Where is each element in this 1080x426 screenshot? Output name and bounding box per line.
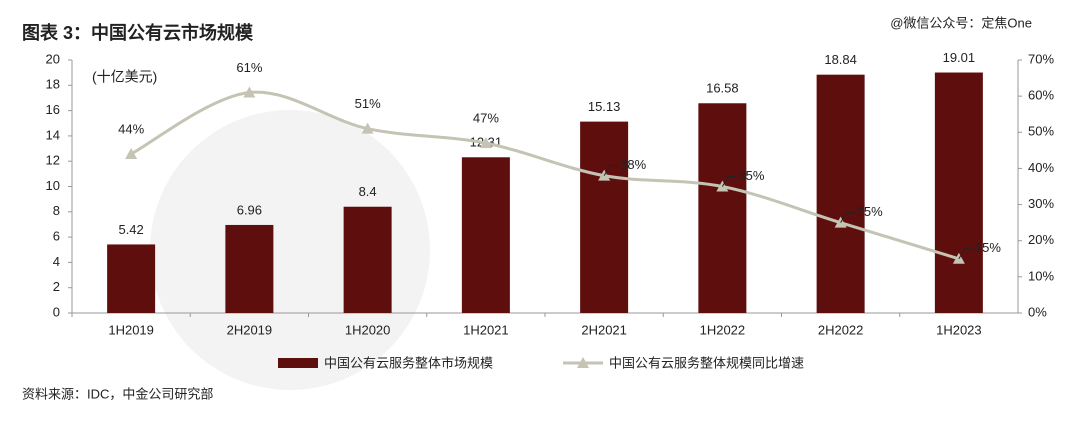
bar [816, 74, 865, 313]
y2-tick-label: 30% [1028, 196, 1054, 211]
bar [934, 72, 983, 313]
line-value-label: 61% [236, 60, 262, 75]
line-value-label: 25% [857, 204, 883, 219]
watermark-logo [150, 110, 430, 390]
bar [580, 121, 629, 313]
bar [343, 206, 392, 313]
x-tick-label: 1H2021 [463, 322, 509, 337]
y2-tick-label: 60% [1028, 88, 1054, 103]
y-tick-label: 4 [53, 254, 60, 269]
y-tick-label: 0 [53, 304, 60, 319]
y-tick-label: 2 [53, 279, 60, 294]
label-leader [840, 212, 855, 223]
y2-tick-label: 50% [1028, 124, 1054, 139]
bar [461, 157, 510, 313]
y-tick-label: 12 [46, 153, 60, 168]
y-tick-label: 18 [46, 77, 60, 92]
y-tick-label: 8 [53, 203, 60, 218]
y2-tick-label: 20% [1028, 232, 1054, 247]
x-tick-label: 2H2022 [818, 322, 864, 337]
line-value-label: 15% [975, 240, 1001, 255]
label-leader [721, 176, 737, 187]
bar-value-label: 8.4 [359, 184, 377, 199]
legend-label: 中国公有云服务整体规模同比增速 [609, 355, 804, 370]
line-marker [243, 86, 256, 98]
x-tick-label: 1H2019 [108, 322, 154, 337]
bar-value-label: 6.96 [237, 202, 262, 217]
label-leader [958, 248, 973, 260]
x-tick-label: 2H2019 [227, 322, 273, 337]
bar-value-label: 18.84 [824, 52, 857, 67]
line-marker [361, 122, 374, 134]
legend-label: 中国公有云服务整体市场规模 [324, 355, 493, 370]
bar [225, 224, 274, 313]
bar [107, 244, 156, 313]
y-tick-label: 14 [46, 127, 60, 142]
y-axis-label: (十亿美元) [92, 69, 157, 85]
line [130, 90, 960, 261]
legend-marker [577, 357, 589, 368]
line-value-label: 44% [118, 121, 144, 136]
bar-value-label: 19.01 [943, 50, 976, 65]
chart-title: 图表 3：中国公有云市场规模 [22, 22, 254, 43]
legend-swatch [278, 358, 318, 368]
source-note: 资料来源：IDC，中金公司研究部 [22, 386, 213, 401]
x-tick-label: 1H2020 [345, 322, 391, 337]
bar [698, 103, 747, 313]
line-marker [125, 147, 138, 159]
x-tick-label: 1H2023 [936, 322, 982, 337]
label-leader [603, 165, 619, 176]
y-tick-label: 6 [53, 229, 60, 244]
line-value-label: 38% [620, 157, 646, 172]
y2-tick-label: 40% [1028, 160, 1054, 175]
y2-tick-label: 10% [1028, 268, 1054, 283]
line-value-label: 47% [473, 111, 499, 126]
bar-value-label: 15.13 [588, 99, 621, 114]
y-tick-label: 20 [46, 51, 60, 66]
x-tick-label: 2H2021 [581, 322, 627, 337]
line-value-label: 51% [355, 96, 381, 111]
watermark: @微信公众号：定焦One [890, 15, 1032, 30]
x-tick-label: 1H2022 [700, 322, 746, 337]
y-tick-label: 16 [46, 102, 60, 117]
y2-tick-label: 70% [1028, 51, 1054, 66]
bar-value-label: 5.42 [118, 222, 143, 237]
y-tick-label: 10 [46, 178, 60, 193]
line-value-label: 35% [738, 168, 764, 183]
line-marker [479, 137, 492, 149]
y2-tick-label: 0% [1028, 304, 1047, 319]
bar-value-label: 16.58 [706, 81, 739, 96]
